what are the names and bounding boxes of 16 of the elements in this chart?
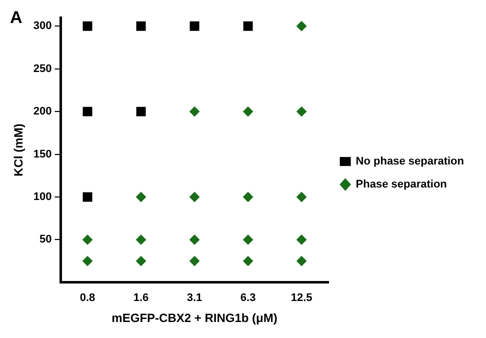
y-tick-label: 250 (33, 62, 52, 75)
x-tick-label: 0.8 (80, 292, 96, 304)
legend-label: Phase separation (356, 178, 448, 191)
y-tick-label: 150 (33, 148, 52, 160)
x-axis-title: mEGFP-CBX2 + RING1b (μM) (112, 311, 278, 326)
y-axis-title: KCl (mM) (12, 124, 26, 176)
legend-label: No phase separation (356, 156, 464, 168)
y-tick-label: 300 (33, 20, 52, 32)
y-tick-label: 50 (40, 234, 52, 246)
x-tick-label: 6.3 (240, 292, 256, 304)
x-tick-label: 3.1 (186, 292, 202, 304)
text: A (10, 8, 22, 28)
x-tick-label: 12.5 (290, 292, 312, 304)
y-tick-label: 100 (33, 191, 52, 204)
x-tick-label: 1.6 (133, 292, 149, 304)
y-tick-label: 200 (33, 106, 52, 118)
